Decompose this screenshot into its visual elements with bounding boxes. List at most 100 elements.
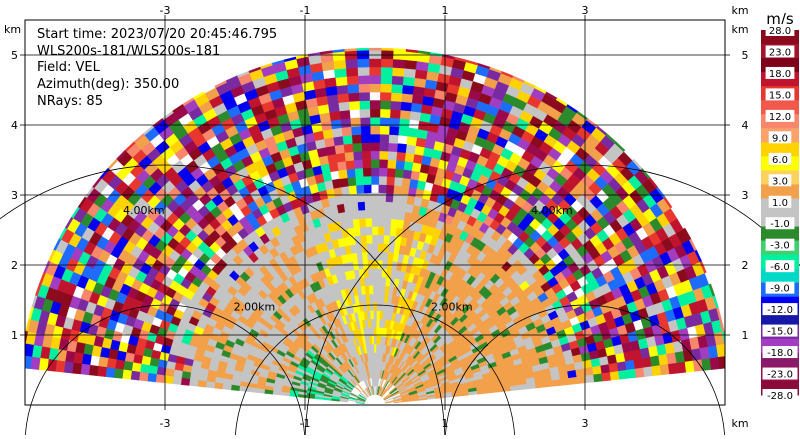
velocity-cell xyxy=(411,162,422,173)
velocity-cell xyxy=(395,151,406,162)
velocity-cell xyxy=(363,184,372,194)
velocity-cell xyxy=(365,387,371,397)
colorbar-tick-label: -23.0 xyxy=(767,370,793,381)
colorbar-tick-bg xyxy=(762,367,798,380)
velocity-cell xyxy=(406,135,418,146)
colorbar-tick-bg xyxy=(765,88,795,101)
velocity-cell xyxy=(412,153,424,164)
range-ring-label: 2.00km xyxy=(431,301,473,314)
colorbar-tick-label: -12.0 xyxy=(767,305,793,316)
colorbar-tick-label: 9.0 xyxy=(772,133,788,144)
velocity-cell xyxy=(376,301,381,311)
velocity-cell xyxy=(390,100,402,111)
velocity-cell xyxy=(370,167,380,177)
colorbar-tick-label: 18.0 xyxy=(769,69,791,80)
velocity-cell xyxy=(354,167,364,178)
velocity-cell xyxy=(25,343,34,358)
velocity-cell xyxy=(376,285,382,295)
velocity-cell xyxy=(659,363,670,376)
velocity-cell xyxy=(378,175,388,186)
velocity-cell xyxy=(379,301,385,312)
y-tick-label-left: 2 xyxy=(11,259,18,272)
velocity-cell xyxy=(414,145,425,156)
velocity-cell xyxy=(351,210,360,220)
velocity-cell xyxy=(364,388,370,397)
axis-unit-label: km xyxy=(731,417,748,430)
velocity-cell xyxy=(122,369,132,380)
velocity-cell xyxy=(405,144,416,155)
velocity-cell xyxy=(130,370,141,381)
velocity-cell xyxy=(369,108,381,118)
velocity-cell xyxy=(390,83,403,94)
velocity-cell xyxy=(383,218,392,228)
velocity-cell xyxy=(25,355,33,370)
velocity-cell xyxy=(388,134,399,144)
velocity-cell xyxy=(360,125,371,135)
x-tick-label-top: -3 xyxy=(160,4,171,17)
velocity-cell xyxy=(365,234,373,244)
velocity-cell xyxy=(380,285,386,295)
velocity-cell xyxy=(375,327,380,337)
velocity-cell xyxy=(372,285,378,294)
velocity-cell xyxy=(633,357,644,369)
instrument-text: WLS200s-181/WLS200s-181 xyxy=(37,44,220,59)
velocity-cell xyxy=(147,372,157,383)
velocity-cell xyxy=(347,83,360,94)
velocity-cell xyxy=(631,158,643,170)
velocity-cell xyxy=(380,66,393,76)
field-text: Field: VEL xyxy=(37,60,101,75)
velocity-cell xyxy=(373,335,377,345)
velocity-cell xyxy=(409,110,422,122)
velocity-cell xyxy=(148,365,159,375)
velocity-cell xyxy=(373,327,377,336)
velocity-cell xyxy=(369,301,374,311)
velocity-cell xyxy=(371,217,379,227)
x-tick-label-top: 3 xyxy=(582,4,589,17)
velocity-cell xyxy=(383,226,391,236)
velocity-cell xyxy=(123,360,134,372)
velocity-cell xyxy=(372,301,378,311)
velocity-cell xyxy=(357,75,370,85)
colorbar-tick-label: 28.0 xyxy=(769,26,791,37)
velocity-cell xyxy=(371,201,379,210)
range-ring-label: 4.00km xyxy=(531,204,573,217)
velocity-cell xyxy=(163,375,174,384)
velocity-cell xyxy=(346,168,356,179)
velocity-cell xyxy=(403,67,416,78)
velocity-cell xyxy=(377,209,386,219)
velocity-cell xyxy=(403,59,417,70)
velocity-cell xyxy=(382,251,389,261)
velocity-cell xyxy=(379,133,390,144)
velocity-cell xyxy=(357,66,370,76)
velocity-cell xyxy=(373,310,377,320)
velocity-cell xyxy=(376,268,383,278)
velocity-cell xyxy=(55,360,66,373)
colorbar-tick-label: -9.0 xyxy=(770,284,790,295)
colorbar-tick-bg xyxy=(765,238,795,251)
velocity-cell xyxy=(356,192,365,203)
colorbar-tick-label: -1.0 xyxy=(770,219,790,230)
colorbar-tick-label: -18.0 xyxy=(767,348,793,359)
y-tick-label-right: 2 xyxy=(742,259,749,272)
velocity-cell xyxy=(379,100,391,110)
velocity-cell xyxy=(641,356,652,368)
velocity-cell xyxy=(336,84,349,95)
velocity-cell xyxy=(356,47,370,51)
velocity-cell xyxy=(368,47,382,51)
velocity-cell xyxy=(368,58,382,68)
velocity-cell xyxy=(371,226,379,236)
range-ring-label: 4.00km xyxy=(123,204,165,217)
velocity-cell xyxy=(380,75,393,85)
velocity-cell xyxy=(616,360,627,372)
velocity-cell xyxy=(369,117,381,126)
velocity-cell xyxy=(365,226,373,236)
colorbar-tick-bg xyxy=(765,45,795,58)
velocity-cell xyxy=(370,159,380,168)
velocity-cell xyxy=(173,369,183,379)
velocity-cell xyxy=(393,185,402,195)
velocity-cell xyxy=(331,127,343,138)
range-ring xyxy=(234,304,516,439)
velocity-cell xyxy=(345,67,359,77)
velocity-cell xyxy=(335,76,348,87)
velocity-cell xyxy=(371,243,379,252)
